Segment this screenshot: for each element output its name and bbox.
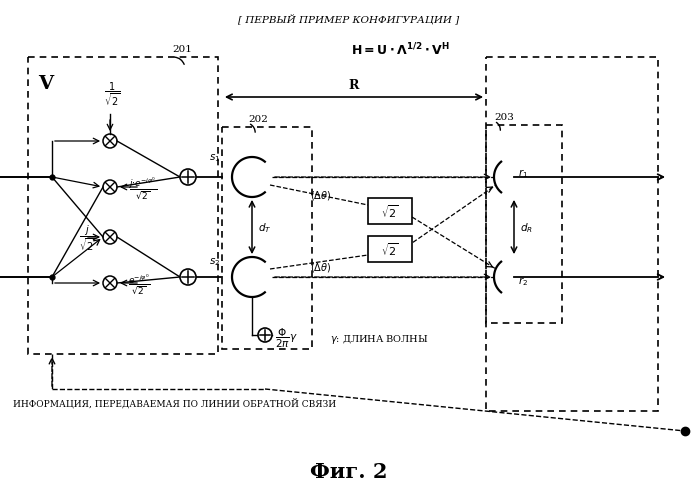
Text: $r_1$: $r_1$: [518, 167, 528, 180]
Text: Фиг. 2: Фиг. 2: [310, 461, 388, 480]
Circle shape: [258, 328, 272, 342]
Text: 202: 202: [248, 115, 268, 124]
Text: $\sqrt{2}$: $\sqrt{2}$: [381, 241, 399, 258]
Circle shape: [180, 169, 196, 186]
Text: $\dfrac{1}{\sqrt{2}}$: $\dfrac{1}{\sqrt{2}}$: [103, 80, 120, 108]
Text: $\dfrac{j{\cdot}e^{-j\varphi^0}}{\sqrt{2}}$: $\dfrac{j{\cdot}e^{-j\varphi^0}}{\sqrt{2…: [128, 175, 157, 201]
Text: $\mathbf{H=U\cdot\Lambda^{1/2}\cdot V^{H}}$: $\mathbf{H=U\cdot\Lambda^{1/2}\cdot V^{H…: [351, 42, 449, 59]
Text: $(\Delta\theta)$: $(\Delta\theta)$: [310, 261, 331, 274]
Text: 201: 201: [172, 45, 192, 54]
Text: $d_T$: $d_T$: [258, 221, 271, 234]
Text: [ ПЕРВЫЙ ПРИМЕР КОНФИГУРАЦИИ ]: [ ПЕРВЫЙ ПРИМЕР КОНФИГУРАЦИИ ]: [238, 14, 459, 24]
Bar: [368, 199, 412, 225]
Text: V: V: [38, 75, 53, 93]
Text: $r_2$: $r_2$: [518, 275, 528, 288]
Text: $\sqrt{2}$: $\sqrt{2}$: [381, 203, 399, 220]
Text: $d_R$: $d_R$: [520, 221, 533, 234]
Text: $s_2$: $s_2$: [209, 256, 220, 267]
Text: 203: 203: [494, 113, 514, 122]
Text: $\dfrac{j}{\sqrt{2}}$: $\dfrac{j}{\sqrt{2}}$: [80, 223, 96, 252]
Text: ИНФОРМАЦИЯ, ПЕРЕДАВАЕМАЯ ПО ЛИНИИ ОБРАТНОЙ СВЯЗИ: ИНФОРМАЦИЯ, ПЕРЕДАВАЕМАЯ ПО ЛИНИИ ОБРАТН…: [13, 397, 336, 408]
Text: $s_1$: $s_1$: [208, 152, 220, 164]
Text: $\gamma$: ДЛИНА ВОЛНЫ: $\gamma$: ДЛИНА ВОЛНЫ: [330, 333, 428, 346]
Text: $\dfrac{e^{-j\varphi^0}}{\sqrt{2}}$: $\dfrac{e^{-j\varphi^0}}{\sqrt{2}}$: [128, 272, 151, 295]
Text: R: R: [349, 79, 359, 92]
Circle shape: [180, 269, 196, 286]
Bar: [368, 237, 412, 263]
Text: $(\Delta\theta)$: $(\Delta\theta)$: [310, 189, 331, 202]
Text: $\dfrac{\Phi}{2\pi}\gamma$: $\dfrac{\Phi}{2\pi}\gamma$: [275, 326, 298, 349]
